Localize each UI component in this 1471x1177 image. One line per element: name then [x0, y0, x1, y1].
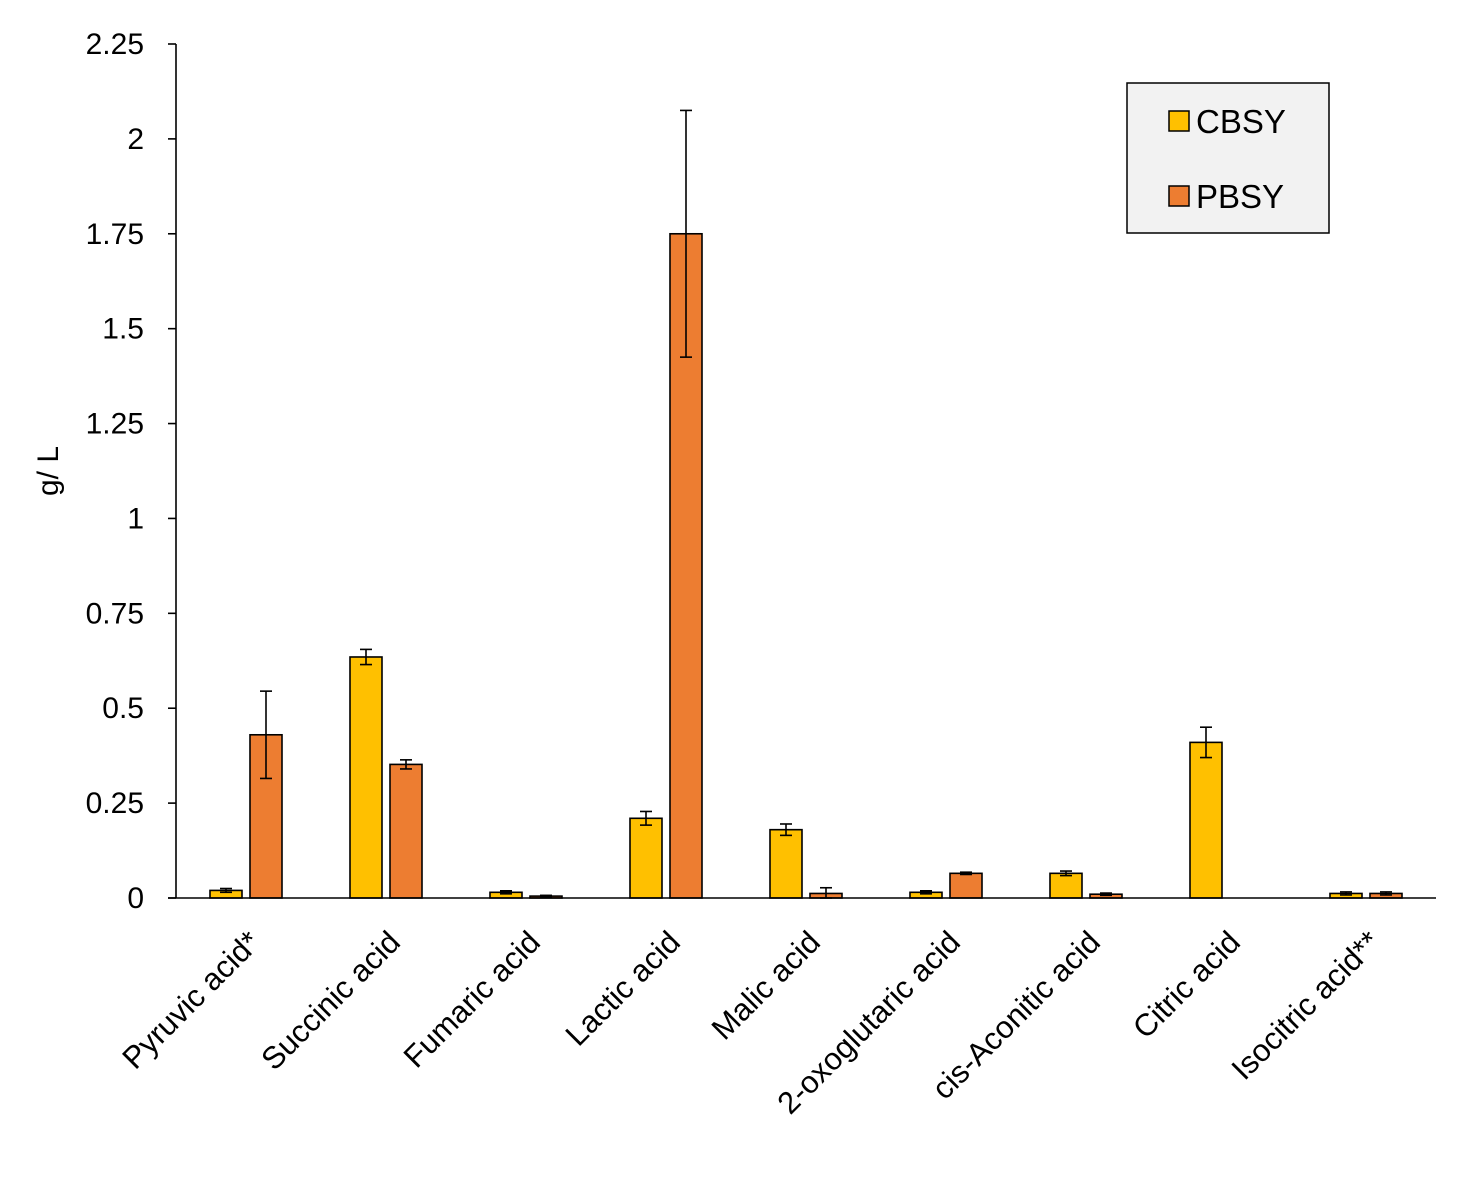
- category-label: Fumaric acid: [397, 924, 547, 1074]
- bar-cbsy-6: [1049, 872, 1083, 899]
- category-label: Succinic acid: [254, 924, 407, 1077]
- error-bar-cbsy-8: [1340, 891, 1352, 896]
- error-bar-pbsy-6: [1100, 892, 1112, 897]
- bar-pbsy-1: [389, 763, 423, 899]
- legend-swatch-cbsy: [1168, 110, 1190, 132]
- bar-cbsy-4: [769, 828, 803, 899]
- bar-cbsy-3: [629, 817, 663, 899]
- bars-layer: [209, 109, 1403, 899]
- legend-swatch-pbsy: [1168, 185, 1190, 207]
- y-tick-label: 0.25: [86, 787, 144, 820]
- error-bar-cbsy-5: [920, 889, 932, 895]
- y-tick-label: 1.25: [86, 408, 144, 441]
- bar-pbsy-5: [949, 872, 983, 899]
- y-tick-label: 1: [127, 502, 144, 535]
- bar-cbsy-7: [1189, 741, 1223, 899]
- category-label: Isocitric acid**: [1225, 924, 1387, 1086]
- error-bar-pbsy-2: [540, 894, 552, 898]
- axes-layer: [168, 43, 1436, 899]
- y-tick-label: 2.25: [86, 28, 144, 61]
- legend-label-pbsy: PBSY: [1196, 178, 1284, 215]
- y-tick-label: 2: [127, 123, 144, 156]
- error-bar-cbsy-1: [360, 648, 372, 666]
- legend-box: [1126, 82, 1330, 234]
- legend-label-cbsy: CBSY: [1196, 103, 1286, 140]
- bar-cbsy-1: [349, 656, 383, 899]
- error-bar-cbsy-3: [640, 810, 652, 826]
- error-bar-cbsy-6: [1060, 870, 1072, 877]
- category-label: Lactic acid: [559, 924, 687, 1052]
- error-bar-pbsy-8: [1380, 891, 1392, 896]
- error-bar-cbsy-0: [220, 887, 232, 894]
- y-tick-label: 0.75: [86, 597, 144, 630]
- error-bar-pbsy-3: [680, 109, 692, 358]
- category-label: Citric acid: [1126, 924, 1247, 1045]
- error-bar-cbsy-7: [1200, 726, 1212, 759]
- legend: CBSY PBSY: [1126, 82, 1330, 234]
- bar-pbsy-3: [669, 232, 703, 899]
- category-label: Malic acid: [705, 924, 827, 1046]
- y-tick-label: 1.75: [86, 218, 144, 251]
- category-label: Pyruvic acid*: [115, 924, 266, 1075]
- error-bar-pbsy-0: [260, 690, 272, 780]
- error-bar-pbsy-1: [400, 759, 412, 770]
- error-bar-cbsy-2: [500, 889, 512, 895]
- y-axis-title: g/ L: [32, 446, 65, 496]
- y-tick-label: 0: [127, 882, 144, 915]
- y-tick-label: 1.5: [102, 313, 144, 346]
- error-bar-cbsy-4: [780, 823, 792, 837]
- error-bar-pbsy-5: [960, 871, 972, 876]
- y-tick-label: 0.5: [102, 692, 144, 725]
